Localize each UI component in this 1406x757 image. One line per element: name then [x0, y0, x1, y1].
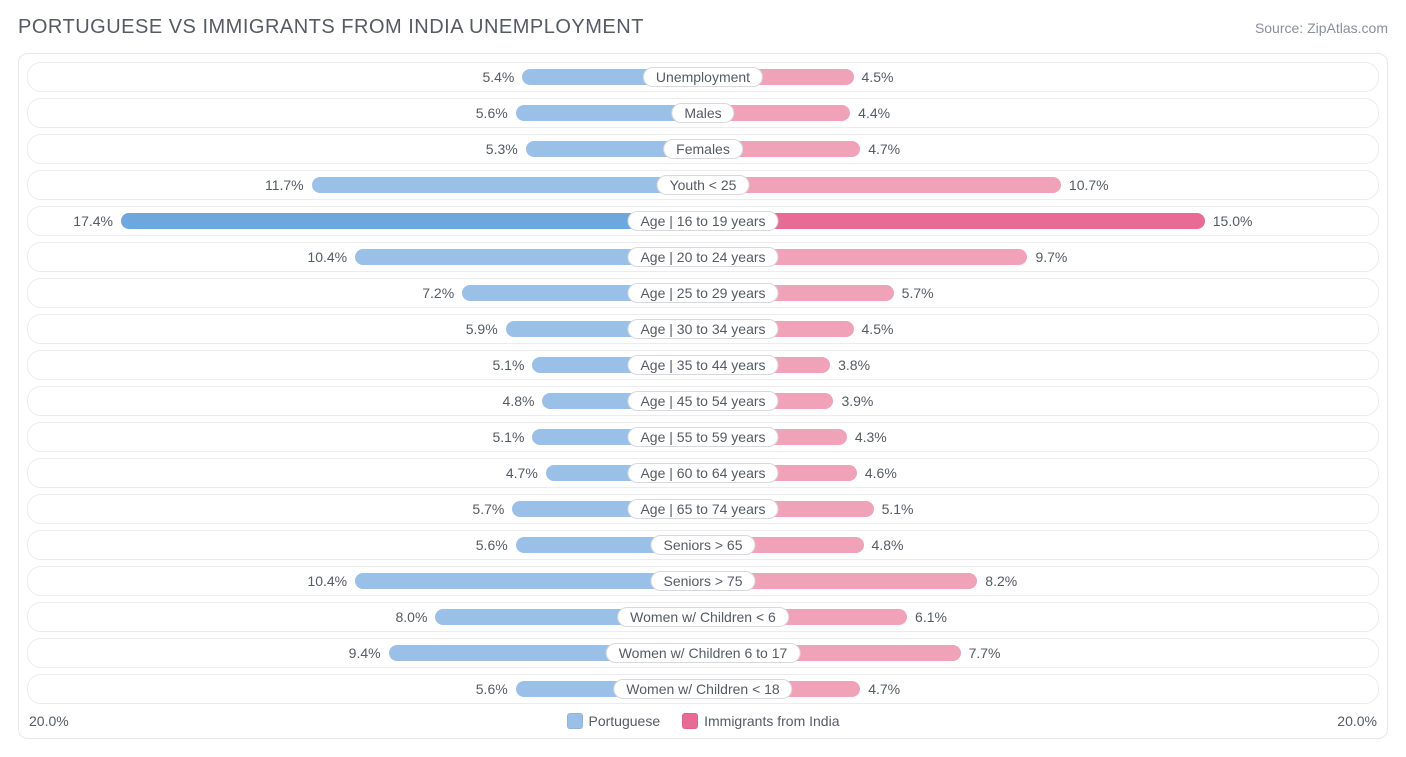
value-label-right: 4.7%	[868, 681, 900, 697]
value-label-left: 4.8%	[503, 393, 535, 409]
chart-row: 10.4% 9.7% Age | 20 to 24 years	[27, 242, 1379, 272]
chart-row: 4.7% 4.6% Age | 60 to 64 years	[27, 458, 1379, 488]
chart-row: 4.8% 3.9% Age | 45 to 54 years	[27, 386, 1379, 416]
category-label: Age | 35 to 44 years	[627, 355, 778, 375]
legend-label-left: Portuguese	[589, 713, 661, 729]
category-label: Age | 65 to 74 years	[627, 499, 778, 519]
chart-title: PORTUGUESE VS IMMIGRANTS FROM INDIA UNEM…	[18, 16, 644, 39]
chart-row: 5.7% 5.1% Age | 65 to 74 years	[27, 494, 1379, 524]
chart-row: 10.4% 8.2% Seniors > 75	[27, 566, 1379, 596]
legend-swatch-left	[567, 713, 583, 729]
bar-right	[703, 177, 1061, 193]
chart-row: 5.9% 4.5% Age | 30 to 34 years	[27, 314, 1379, 344]
category-label: Age | 25 to 29 years	[627, 283, 778, 303]
value-label-right: 3.9%	[841, 393, 873, 409]
chart-row: 5.1% 3.8% Age | 35 to 44 years	[27, 350, 1379, 380]
category-label: Women w/ Children < 18	[613, 679, 792, 699]
value-label-left: 5.4%	[482, 69, 514, 85]
value-label-right: 4.5%	[862, 69, 894, 85]
value-label-left: 7.2%	[422, 285, 454, 301]
chart-source: Source: ZipAtlas.com	[1255, 20, 1388, 36]
chart-row: 9.4% 7.7% Women w/ Children 6 to 17	[27, 638, 1379, 668]
legend-item-left: Portuguese	[567, 713, 661, 729]
value-label-right: 7.7%	[969, 645, 1001, 661]
value-label-left: 5.6%	[476, 105, 508, 121]
chart-row: 5.6% 4.4% Males	[27, 98, 1379, 128]
category-label: Age | 45 to 54 years	[627, 391, 778, 411]
value-label-left: 4.7%	[506, 465, 538, 481]
category-label: Age | 60 to 64 years	[627, 463, 778, 483]
chart-header: PORTUGUESE VS IMMIGRANTS FROM INDIA UNEM…	[18, 10, 1388, 39]
chart-row: 5.1% 4.3% Age | 55 to 59 years	[27, 422, 1379, 452]
category-label: Age | 30 to 34 years	[627, 319, 778, 339]
value-label-left: 5.3%	[486, 141, 518, 157]
value-label-left: 5.6%	[476, 681, 508, 697]
value-label-left: 10.4%	[307, 249, 347, 265]
value-label-right: 4.6%	[865, 465, 897, 481]
category-label: Age | 55 to 59 years	[627, 427, 778, 447]
value-label-left: 9.4%	[349, 645, 381, 661]
category-label: Youth < 25	[657, 175, 750, 195]
bar-left	[312, 177, 703, 193]
value-label-right: 5.7%	[902, 285, 934, 301]
value-label-left: 5.7%	[472, 501, 504, 517]
value-label-right: 10.7%	[1069, 177, 1109, 193]
chart-row: 7.2% 5.7% Age | 25 to 29 years	[27, 278, 1379, 308]
chart-row: 11.7% 10.7% Youth < 25	[27, 170, 1379, 200]
legend-swatch-right	[682, 713, 698, 729]
value-label-left: 5.1%	[492, 357, 524, 373]
category-label: Seniors > 65	[651, 535, 756, 555]
value-label-left: 17.4%	[73, 213, 113, 229]
bar-left	[121, 213, 703, 229]
value-label-left: 5.9%	[466, 321, 498, 337]
axis-max-right: 20.0%	[1337, 713, 1377, 729]
value-label-right: 4.8%	[872, 537, 904, 553]
value-label-right: 6.1%	[915, 609, 947, 625]
value-label-left: 5.1%	[492, 429, 524, 445]
value-label-right: 8.2%	[985, 573, 1017, 589]
value-label-right: 4.4%	[858, 105, 890, 121]
value-label-left: 8.0%	[395, 609, 427, 625]
value-label-right: 5.1%	[882, 501, 914, 517]
category-label: Age | 20 to 24 years	[627, 247, 778, 267]
value-label-left: 10.4%	[307, 573, 347, 589]
value-label-right: 15.0%	[1213, 213, 1253, 229]
chart-legend: Portuguese Immigrants from India	[567, 713, 840, 729]
value-label-left: 5.6%	[476, 537, 508, 553]
chart-row: 5.4% 4.5% Unemployment	[27, 62, 1379, 92]
diverging-bar-chart: 5.4% 4.5% Unemployment 5.6% 4.4% Males 5.3% 4.7…	[18, 53, 1388, 739]
legend-label-right: Immigrants from India	[704, 713, 839, 729]
value-label-right: 3.8%	[838, 357, 870, 373]
chart-row: 5.6% 4.8% Seniors > 65	[27, 530, 1379, 560]
category-label: Age | 16 to 19 years	[627, 211, 778, 231]
chart-footer: 20.0% Portuguese Immigrants from India 2…	[27, 710, 1379, 732]
category-label: Females	[663, 139, 743, 159]
chart-row: 8.0% 6.1% Women w/ Children < 6	[27, 602, 1379, 632]
value-label-right: 4.7%	[868, 141, 900, 157]
value-label-right: 4.3%	[855, 429, 887, 445]
chart-row: 5.6% 4.7% Women w/ Children < 18	[27, 674, 1379, 704]
category-label: Women w/ Children < 6	[617, 607, 789, 627]
value-label-left: 11.7%	[265, 177, 304, 193]
value-label-right: 4.5%	[862, 321, 894, 337]
category-label: Seniors > 75	[651, 571, 756, 591]
legend-item-right: Immigrants from India	[682, 713, 839, 729]
axis-max-left: 20.0%	[29, 713, 69, 729]
chart-row: 5.3% 4.7% Females	[27, 134, 1379, 164]
chart-row: 17.4% 15.0% Age | 16 to 19 years	[27, 206, 1379, 236]
category-label: Unemployment	[643, 67, 763, 87]
category-label: Males	[671, 103, 734, 123]
value-label-right: 9.7%	[1035, 249, 1067, 265]
category-label: Women w/ Children 6 to 17	[606, 643, 801, 663]
